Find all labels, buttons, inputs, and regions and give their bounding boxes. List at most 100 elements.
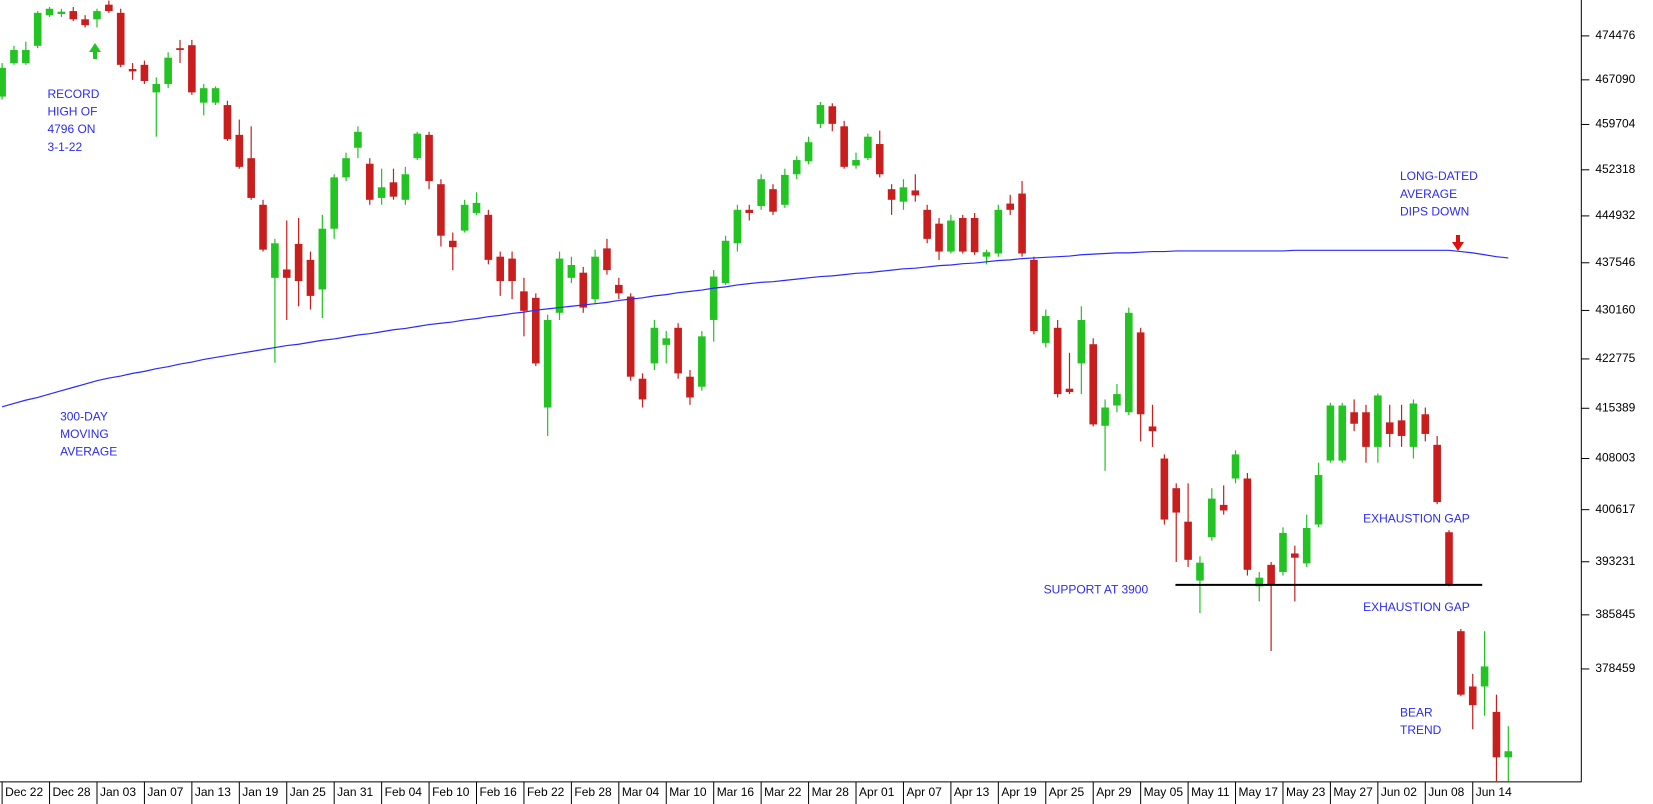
candle-body (460, 204, 469, 231)
candle-body (567, 264, 576, 278)
x-tick-label: Dec 28 (53, 785, 91, 799)
candle-body (1124, 312, 1133, 413)
candle-body (911, 190, 920, 196)
candle-body (22, 49, 30, 64)
candle-body (982, 252, 991, 257)
candle-body (235, 134, 244, 167)
candle-body (247, 158, 255, 198)
x-tick-label: Apr 25 (1049, 785, 1085, 799)
candle-body (294, 243, 303, 282)
candle-body (1291, 553, 1299, 558)
y-tick-label: 415389 (1595, 400, 1635, 414)
x-tick-label: Mar 22 (764, 785, 802, 799)
candle-body (1421, 414, 1430, 434)
x-tick-label: Jan 03 (100, 785, 136, 799)
candle-body (994, 209, 1003, 254)
candle-body (804, 142, 813, 162)
x-tick-label: Apr 29 (1096, 785, 1132, 799)
candle-body (1196, 562, 1204, 581)
candle-body (721, 240, 730, 283)
y-tick-label: 393231 (1595, 554, 1635, 568)
candle-body (1006, 203, 1014, 210)
candle-body (520, 291, 528, 311)
candle-body (615, 284, 623, 294)
annotation: 3-1-22 (47, 140, 82, 154)
candle-body (1314, 475, 1323, 525)
x-tick-label: Jun 14 (1476, 785, 1512, 799)
y-tick-label: 467090 (1595, 72, 1635, 86)
x-tick-label: Jan 13 (195, 785, 231, 799)
candle-body (318, 228, 327, 290)
y-tick-label: 430160 (1595, 303, 1635, 317)
y-tick-label: 459704 (1595, 117, 1635, 131)
candle-body (1468, 686, 1477, 706)
candle-body (638, 378, 647, 400)
annotation: BEAR (1400, 706, 1433, 720)
candle-body (1504, 751, 1513, 758)
candle-body (1433, 444, 1441, 503)
x-tick-label: Mar 10 (669, 785, 707, 799)
candle-body (282, 269, 291, 278)
candle-body (1338, 405, 1347, 461)
candle-body (1089, 344, 1098, 425)
candle-body (116, 12, 125, 65)
annotation: AVERAGE (60, 445, 117, 459)
candle-body (650, 327, 659, 364)
candle-body (330, 177, 338, 229)
x-tick-label: Apr 13 (954, 785, 990, 799)
candle-body (579, 272, 588, 308)
x-tick-label: Apr 01 (859, 785, 895, 799)
x-tick-label: Mar 28 (812, 785, 850, 799)
candle-body (1053, 327, 1062, 395)
candle-body (591, 256, 599, 300)
candle-body (662, 338, 671, 345)
x-tick-label: May 11 (1191, 785, 1230, 799)
y-tick-label: 444932 (1595, 208, 1635, 222)
candle-body (448, 240, 457, 248)
x-tick-label: Feb 04 (385, 785, 423, 799)
candle-body (923, 209, 931, 239)
candle-body (93, 11, 101, 20)
candle-body (437, 184, 445, 236)
candle-body (1065, 388, 1074, 393)
candle-body (532, 297, 540, 364)
candle-body (152, 83, 161, 93)
candle-body (970, 217, 979, 253)
candle-body (887, 189, 896, 200)
candle-body (1385, 422, 1394, 434)
candle-body (176, 48, 184, 50)
annotation: HIGH OF (47, 105, 97, 119)
candle-body (389, 182, 398, 197)
annotation: LONG-DATED (1400, 169, 1478, 183)
x-tick-label: Dec 22 (5, 785, 43, 799)
candle-body (686, 376, 694, 398)
candle-body (709, 276, 718, 320)
candle-body (1030, 259, 1038, 332)
x-tick-label: Jan 25 (290, 785, 326, 799)
x-tick-label: Mar 04 (622, 785, 660, 799)
candle-body (57, 11, 66, 15)
candle-body (69, 11, 78, 20)
y-tick-label: 452318 (1595, 162, 1635, 176)
candle-body (1231, 454, 1240, 479)
candle-body (199, 88, 208, 103)
candle-body (10, 49, 18, 64)
candle-body (413, 133, 422, 159)
candle-body (45, 8, 54, 16)
candle-body (1184, 521, 1192, 560)
candle-body (935, 223, 943, 252)
y-tick-label: 378459 (1595, 661, 1635, 675)
candle-body (484, 214, 493, 260)
candle-body (1326, 405, 1335, 461)
down-arrow (1452, 235, 1464, 251)
candle-body (105, 4, 113, 12)
y-tick-label: 422775 (1595, 351, 1635, 365)
candle-body (781, 174, 789, 205)
candle-body (1136, 332, 1145, 415)
x-tick-label: Mar 16 (717, 785, 755, 799)
y-tick-label: 437546 (1595, 255, 1635, 269)
y-tick-label: 400617 (1595, 502, 1635, 516)
candle-body (1279, 532, 1287, 572)
candle-body (816, 105, 825, 124)
